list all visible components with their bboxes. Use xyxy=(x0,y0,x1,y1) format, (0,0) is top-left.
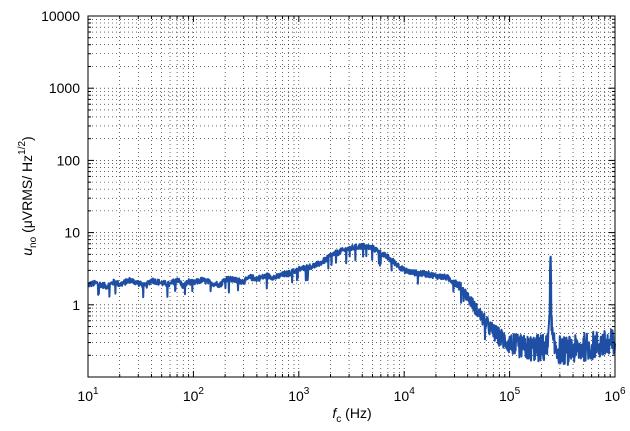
y-axis-title: uno (μVRMS/ Hz1/2) xyxy=(17,136,39,255)
spectrum-line xyxy=(87,242,616,366)
ticks xyxy=(87,15,616,378)
x-tick-label: 101 xyxy=(77,386,99,404)
x-tick-label: 102 xyxy=(183,386,205,404)
x-tick-label: 104 xyxy=(394,386,416,404)
y-tick-label: 100 xyxy=(57,152,81,168)
y-tick-label: 10 xyxy=(64,225,80,241)
x-tick-label: 106 xyxy=(604,386,626,404)
series-layer xyxy=(87,242,616,366)
plot-frame xyxy=(87,15,616,378)
x-axis-title: fc (Hz) xyxy=(332,405,371,425)
y-tick-label: 10000 xyxy=(41,8,80,24)
tick-labels: 101 102 103 104 105 106 1 10 100 1000 10000 xyxy=(41,8,626,404)
x-tick-label: 103 xyxy=(288,386,310,404)
grid xyxy=(88,16,615,377)
y-tick-label: 1000 xyxy=(49,80,80,96)
plot-background xyxy=(88,16,615,377)
x-tick-label: 105 xyxy=(499,386,521,404)
y-tick-label: 1 xyxy=(72,297,80,313)
